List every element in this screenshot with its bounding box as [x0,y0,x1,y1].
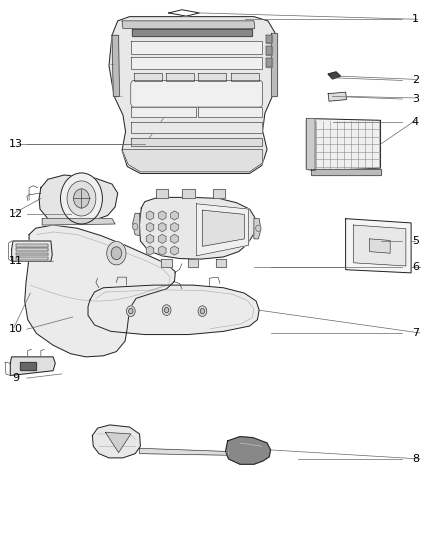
Circle shape [74,189,89,208]
Polygon shape [159,246,166,255]
Polygon shape [166,73,194,82]
Circle shape [107,241,126,265]
Polygon shape [16,248,48,251]
Polygon shape [171,223,178,232]
Circle shape [60,173,102,224]
Polygon shape [353,225,406,266]
Text: 3: 3 [412,94,419,104]
Text: 11: 11 [9,256,23,266]
Text: 6: 6 [412,262,419,271]
Polygon shape [266,35,272,43]
Polygon shape [11,357,55,375]
Polygon shape [12,241,52,261]
Text: 10: 10 [9,324,23,334]
Polygon shape [346,219,411,273]
Polygon shape [171,211,178,220]
Polygon shape [112,35,120,96]
Polygon shape [306,119,315,171]
Circle shape [67,181,96,216]
Circle shape [164,308,169,313]
Circle shape [200,309,205,314]
Polygon shape [131,56,262,69]
Polygon shape [131,122,262,133]
Polygon shape [266,58,272,67]
Polygon shape [231,73,259,82]
Circle shape [162,305,171,316]
Text: 1: 1 [412,14,419,25]
Text: 13: 13 [9,139,23,149]
Polygon shape [122,150,263,172]
Polygon shape [328,72,340,79]
Polygon shape [171,235,178,244]
Polygon shape [159,235,166,244]
Polygon shape [132,29,252,36]
Polygon shape [20,362,35,370]
Polygon shape [16,253,48,255]
Polygon shape [226,437,271,464]
Polygon shape [16,257,48,260]
Text: 2: 2 [412,76,419,85]
Polygon shape [131,138,262,147]
Polygon shape [25,225,175,357]
Polygon shape [156,189,168,198]
Polygon shape [146,246,154,255]
Polygon shape [140,197,255,259]
Polygon shape [171,246,178,255]
Polygon shape [133,213,140,236]
Polygon shape [271,33,277,96]
Polygon shape [16,244,48,247]
Text: 8: 8 [412,454,419,464]
Text: 4: 4 [412,117,419,127]
Polygon shape [42,219,115,225]
Polygon shape [122,21,255,28]
Polygon shape [131,107,196,117]
Polygon shape [198,73,226,82]
Text: 9: 9 [12,373,20,383]
Polygon shape [198,107,262,117]
Polygon shape [88,285,259,335]
Circle shape [111,247,122,260]
Polygon shape [146,223,154,232]
Polygon shape [187,259,198,266]
Polygon shape [196,204,249,256]
Polygon shape [169,10,199,16]
Polygon shape [146,235,154,244]
Polygon shape [370,239,390,253]
Circle shape [133,223,138,230]
Polygon shape [216,259,226,266]
Polygon shape [306,119,381,171]
Text: 12: 12 [9,209,23,220]
Polygon shape [92,425,141,458]
Text: 5: 5 [412,236,419,246]
Polygon shape [140,448,228,455]
Polygon shape [159,223,166,232]
FancyBboxPatch shape [131,80,263,107]
Text: 7: 7 [412,328,419,338]
Polygon shape [213,189,225,198]
Circle shape [256,225,261,231]
Polygon shape [109,17,277,173]
Polygon shape [146,211,154,220]
Circle shape [198,306,207,317]
Polygon shape [328,92,346,101]
Polygon shape [131,41,262,54]
Polygon shape [266,46,272,55]
Circle shape [127,306,135,317]
Polygon shape [39,175,118,222]
Polygon shape [134,73,162,82]
Polygon shape [182,189,194,198]
Polygon shape [311,169,381,175]
Polygon shape [254,219,261,239]
Polygon shape [106,432,131,453]
Polygon shape [159,211,166,220]
Circle shape [129,309,133,314]
Polygon shape [202,210,244,246]
Polygon shape [161,259,172,266]
